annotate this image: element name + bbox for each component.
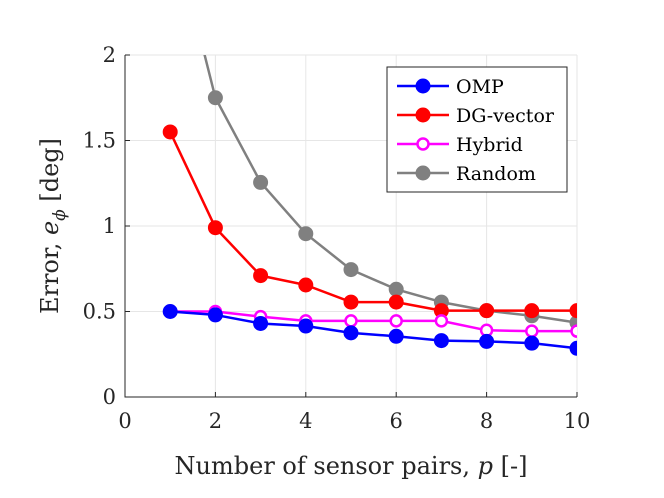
data-point-omp: [479, 333, 495, 349]
x-tick-label: 6: [390, 409, 403, 433]
data-point-dg-vector: [207, 220, 223, 236]
axes: [124, 54, 578, 398]
legend-marker: [415, 107, 431, 123]
series-dg-vector: [162, 124, 577, 319]
data-point-omp: [433, 333, 449, 349]
data-point-dg-vector: [388, 294, 404, 310]
y-tick-label: 0.5: [83, 300, 116, 324]
series-line-omp: [170, 310, 577, 350]
legend: OMP DG-vector Hybrid Random: [386, 66, 568, 193]
legend-entry-omp: OMP: [397, 76, 504, 98]
legend-marker: [415, 165, 431, 181]
data-point-omp: [162, 304, 178, 319]
legend-label: Hybrid: [456, 134, 523, 156]
data-point-random: [253, 174, 269, 190]
legend-label: Random: [456, 163, 536, 185]
legend-label: OMP: [456, 76, 504, 98]
legend-entry-hybrid: Hybrid: [397, 134, 523, 156]
data-point-random: [207, 90, 223, 106]
data-point-dg-vector: [569, 303, 577, 319]
tick-labels: 0 2 4 6 8 10 0 0.5 1 1.5 2: [83, 43, 591, 433]
data-point-dg-vector: [162, 124, 178, 140]
data-point-hybrid: [344, 314, 358, 328]
series-omp: [162, 304, 577, 356]
x-tick-label: 0: [118, 409, 131, 433]
data-point-hybrid: [434, 314, 449, 328]
y-axis-label: Error, eϕ [deg]: [36, 138, 70, 314]
legend-marker: [415, 78, 431, 94]
data-point-dg-vector: [298, 277, 314, 293]
data-point-omp: [343, 325, 359, 341]
data-point-random: [388, 281, 404, 297]
legend-entry-random: Random: [397, 163, 536, 185]
y-tick-label: 1.5: [83, 129, 116, 153]
data-point-omp: [298, 318, 314, 334]
legend-entry-dg-vector: DG-vector: [397, 105, 555, 127]
data-point-dg-vector: [343, 294, 359, 310]
series-group: [162, 55, 577, 356]
legend-marker: [416, 137, 430, 151]
data-point-omp: [569, 340, 577, 356]
x-tick-label: 10: [564, 409, 591, 433]
series-line-dg-vector: [169, 131, 577, 312]
x-axis-label: Number of sensor pairs, p [-]: [175, 452, 528, 480]
series-random: [203, 55, 577, 331]
data-point-dg-vector: [524, 303, 540, 319]
y-tick-label: 2: [103, 43, 116, 67]
data-point-random: [298, 226, 314, 242]
data-point-omp: [253, 315, 269, 331]
data-point-hybrid: [570, 324, 577, 338]
series-line-random: [203, 55, 577, 324]
data-point-omp: [524, 335, 540, 351]
y-tick-label: 0: [103, 385, 116, 409]
x-tick-label: 2: [209, 409, 222, 433]
series-line-hybrid: [170, 310, 577, 333]
y-tick-label: 1: [103, 214, 116, 238]
x-tick-label: 8: [480, 409, 493, 433]
data-point-hybrid: [389, 314, 403, 328]
data-point-hybrid: [525, 324, 539, 338]
data-point-dg-vector: [479, 303, 495, 319]
data-point-dg-vector: [253, 268, 269, 284]
x-tick-label: 4: [299, 409, 312, 433]
legend-label: DG-vector: [456, 105, 555, 127]
data-point-random: [343, 262, 359, 278]
data-point-omp: [388, 328, 404, 344]
data-point-omp: [207, 307, 223, 323]
